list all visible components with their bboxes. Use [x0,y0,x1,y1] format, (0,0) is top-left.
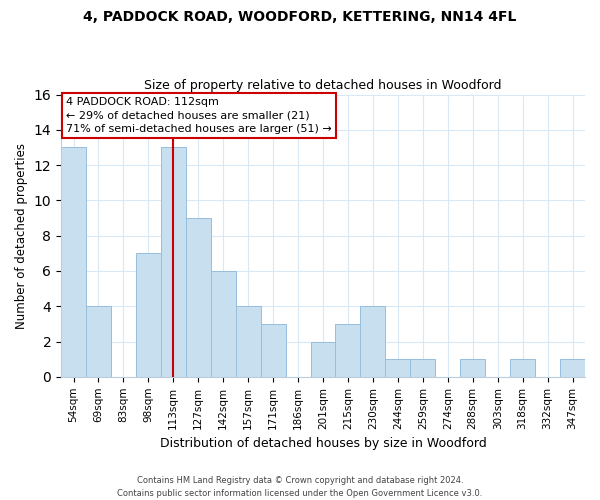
Bar [260,324,286,377]
Bar [460,359,485,377]
X-axis label: Distribution of detached houses by size in Woodford: Distribution of detached houses by size … [160,437,487,450]
Bar [61,148,86,377]
Bar [86,306,111,377]
Title: Size of property relative to detached houses in Woodford: Size of property relative to detached ho… [144,79,502,92]
Text: 4, PADDOCK ROAD, WOODFORD, KETTERING, NN14 4FL: 4, PADDOCK ROAD, WOODFORD, KETTERING, NN… [83,10,517,24]
Bar [560,359,585,377]
Bar [136,254,161,377]
Bar [211,271,236,377]
Text: Contains HM Land Registry data © Crown copyright and database right 2024.
Contai: Contains HM Land Registry data © Crown c… [118,476,482,498]
Y-axis label: Number of detached properties: Number of detached properties [15,142,28,328]
Bar [510,359,535,377]
Bar [236,306,260,377]
Bar [186,218,211,377]
Text: 4 PADDOCK ROAD: 112sqm
← 29% of detached houses are smaller (21)
71% of semi-det: 4 PADDOCK ROAD: 112sqm ← 29% of detached… [66,98,332,134]
Bar [385,359,410,377]
Bar [161,148,186,377]
Bar [410,359,435,377]
Bar [311,342,335,377]
Bar [335,324,361,377]
Bar [361,306,385,377]
